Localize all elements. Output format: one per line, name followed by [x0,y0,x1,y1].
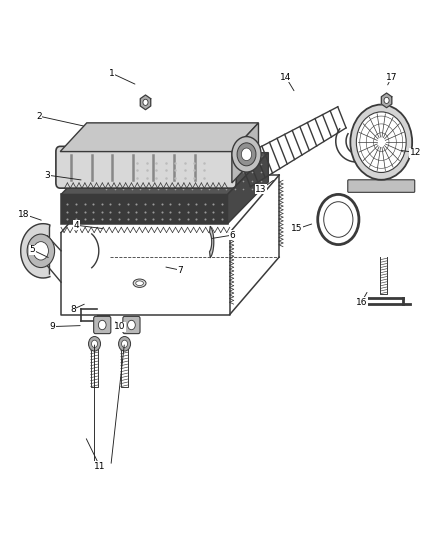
Text: 5: 5 [29,245,35,254]
Text: 9: 9 [49,322,55,331]
Text: 13: 13 [255,185,267,193]
Circle shape [350,104,412,180]
Polygon shape [381,93,392,108]
FancyBboxPatch shape [123,317,140,334]
Text: 10: 10 [114,322,125,331]
Polygon shape [228,152,268,224]
FancyBboxPatch shape [56,147,236,188]
Ellipse shape [133,279,146,287]
Text: 4: 4 [74,221,79,230]
Text: 6: 6 [229,231,235,240]
Polygon shape [209,227,214,257]
Circle shape [88,336,101,351]
Polygon shape [60,123,258,151]
Polygon shape [232,123,258,183]
FancyBboxPatch shape [61,195,228,224]
Text: 14: 14 [280,73,292,82]
Polygon shape [61,152,268,195]
Text: 15: 15 [291,224,303,233]
Circle shape [99,320,106,330]
Text: 16: 16 [356,297,367,306]
Circle shape [143,99,148,106]
FancyBboxPatch shape [348,180,415,192]
Text: 12: 12 [410,148,421,157]
Text: 11: 11 [94,462,106,471]
Text: 7: 7 [177,265,183,274]
Circle shape [119,336,131,351]
Circle shape [237,143,256,166]
Polygon shape [140,95,151,110]
Circle shape [27,234,55,268]
Circle shape [241,148,252,160]
Text: 8: 8 [70,305,76,314]
Text: 2: 2 [36,111,42,120]
Circle shape [122,340,127,348]
Text: 18: 18 [18,210,30,219]
Circle shape [357,112,406,173]
Ellipse shape [136,281,144,286]
Text: 3: 3 [44,171,50,180]
Text: 1: 1 [109,69,115,78]
Circle shape [232,136,261,172]
Text: 17: 17 [386,73,397,82]
Polygon shape [21,224,50,278]
Circle shape [127,320,135,330]
Circle shape [92,340,98,348]
Circle shape [384,98,389,103]
FancyBboxPatch shape [94,317,111,334]
Circle shape [33,241,49,260]
